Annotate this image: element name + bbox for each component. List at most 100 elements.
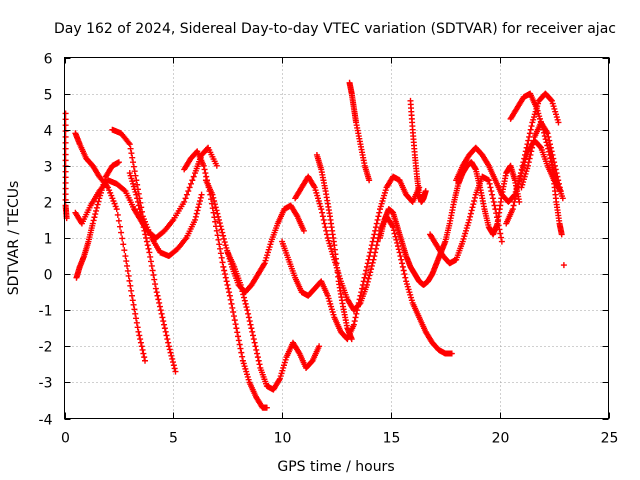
data-point <box>522 148 529 155</box>
data-point <box>548 96 555 103</box>
data-point <box>62 174 69 181</box>
data-point <box>400 267 407 274</box>
data-point <box>150 272 157 279</box>
data-point <box>545 133 552 140</box>
data-point <box>226 289 233 296</box>
data-point <box>249 332 256 339</box>
data-point <box>165 343 172 350</box>
data-point <box>234 329 241 336</box>
data-point <box>129 154 136 161</box>
data-point <box>374 216 381 223</box>
data-point <box>120 241 127 248</box>
data-point <box>144 242 151 249</box>
data-point <box>211 197 218 204</box>
data-point <box>324 235 331 241</box>
data-point <box>241 297 248 304</box>
data-point <box>237 345 244 352</box>
data-point <box>513 188 520 195</box>
data-point <box>146 249 153 256</box>
data-point <box>350 321 357 328</box>
data-point <box>321 220 328 227</box>
data-point <box>525 137 532 144</box>
data-point <box>198 191 205 198</box>
data-point <box>523 144 530 151</box>
data-point <box>96 195 103 202</box>
y-tick-label: 4 <box>44 124 53 140</box>
data-point <box>230 309 237 316</box>
data-point <box>216 241 223 248</box>
data-point <box>221 239 228 246</box>
data-point <box>460 235 467 242</box>
data-point <box>528 148 535 155</box>
data-point <box>372 245 379 252</box>
data-point <box>247 321 254 328</box>
data-point <box>370 256 377 263</box>
data-point <box>217 245 224 252</box>
x-tick-label: 15 <box>383 431 401 447</box>
data-point <box>159 314 166 321</box>
data-point <box>62 128 69 135</box>
data-point <box>328 306 335 313</box>
data-point <box>524 141 531 148</box>
data-point <box>109 195 116 202</box>
data-point <box>490 198 497 205</box>
data-point <box>534 107 541 114</box>
data-point <box>172 368 179 375</box>
data-point <box>190 173 197 180</box>
data-point <box>131 186 138 193</box>
data-point <box>196 197 203 204</box>
data-point <box>116 223 123 230</box>
series-arc15 <box>427 173 505 267</box>
data-point <box>182 195 189 202</box>
data-point <box>401 271 408 278</box>
data-point <box>130 183 137 190</box>
data-point <box>137 209 144 216</box>
data-point <box>242 300 249 307</box>
data-point <box>115 159 122 166</box>
data-point <box>239 288 246 295</box>
data-point <box>168 352 175 359</box>
data-point <box>326 298 333 305</box>
data-point <box>101 179 108 186</box>
data-point <box>213 162 220 169</box>
y-tick-label: 6 <box>44 52 53 68</box>
data-point <box>351 318 358 325</box>
data-point <box>371 253 378 260</box>
y-tick-label: 1 <box>44 232 53 248</box>
data-point <box>62 168 69 175</box>
data-point <box>491 202 498 209</box>
series-arc11 <box>313 151 355 343</box>
data-point <box>97 192 104 199</box>
data-point <box>131 306 138 313</box>
data-point <box>135 328 142 335</box>
data-point <box>210 194 217 201</box>
data-point <box>99 184 106 191</box>
data-point <box>526 133 533 140</box>
data-point <box>163 332 170 339</box>
y-tick-label: -1 <box>39 304 53 320</box>
data-point <box>555 119 562 126</box>
data-point <box>395 246 402 253</box>
data-point <box>520 179 527 186</box>
data-point <box>217 250 224 257</box>
data-point <box>553 111 560 118</box>
data-point <box>156 303 163 310</box>
data-point <box>91 214 98 221</box>
data-point <box>280 364 287 371</box>
data-point <box>220 263 227 270</box>
data-point <box>375 213 382 220</box>
data-point <box>526 155 533 162</box>
data-point <box>313 189 320 196</box>
data-point <box>140 224 147 231</box>
data-point <box>229 304 236 311</box>
data-point <box>537 143 544 150</box>
data-point <box>209 191 216 198</box>
series-arc3 <box>109 126 205 260</box>
data-point <box>147 232 154 239</box>
data-point <box>471 197 478 204</box>
data-point <box>235 333 242 340</box>
data-point <box>254 354 261 361</box>
data-point <box>359 285 366 292</box>
data-point <box>138 343 145 350</box>
data-series <box>62 79 567 411</box>
